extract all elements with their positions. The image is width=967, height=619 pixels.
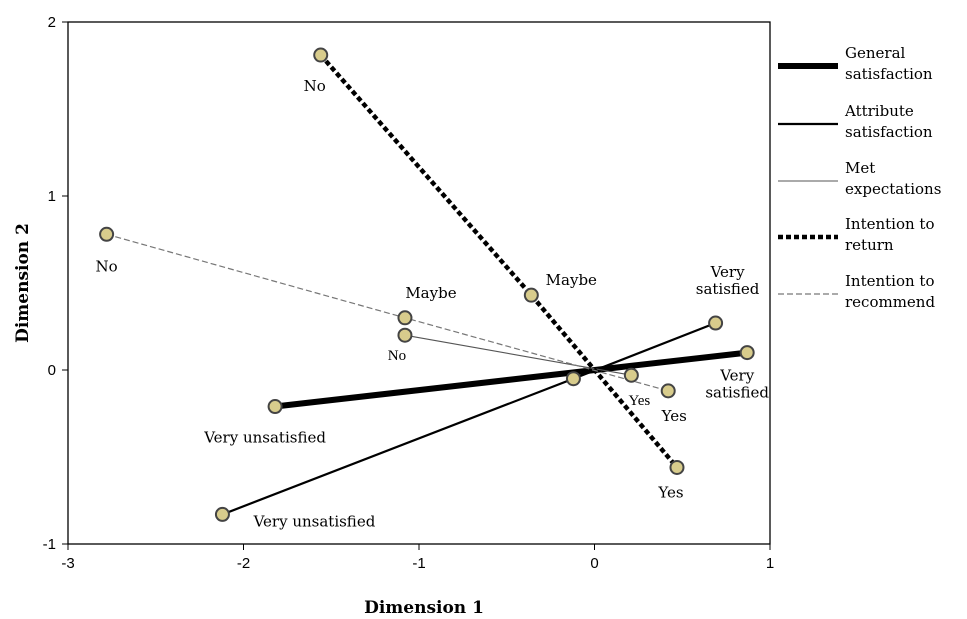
x-axis-title: Dimension 1 xyxy=(364,598,484,618)
data-points xyxy=(99,47,755,522)
legend-label: Attribute satisfaction xyxy=(844,102,933,141)
series-line-met-expectations xyxy=(404,334,632,376)
data-point xyxy=(397,327,413,343)
legend-label: Intention to return xyxy=(845,215,935,254)
data-point xyxy=(565,371,581,387)
legend-label-line: General xyxy=(845,44,906,62)
legend-label-line: Met xyxy=(845,159,875,177)
point-label: No xyxy=(304,77,326,95)
legend-label-line: return xyxy=(845,236,894,254)
point-label: Very unsatisfied xyxy=(203,429,326,447)
legend-label-line: Attribute xyxy=(844,102,914,120)
x-tick-label: -3 xyxy=(61,555,74,572)
point-label-line: satisfied xyxy=(696,280,760,298)
point-label: Very satisfied xyxy=(705,367,769,402)
legend-label-line: recommend xyxy=(845,293,935,311)
point-label: Yes xyxy=(657,483,683,501)
point-label-line: Very xyxy=(719,367,755,385)
point-label: Maybe xyxy=(405,284,456,302)
legend-label-line: Intention to xyxy=(845,215,935,233)
point-label: Yes xyxy=(628,393,650,409)
x-tick-label: -1 xyxy=(412,555,425,572)
x-tick-label: 1 xyxy=(766,555,774,572)
data-point xyxy=(669,459,685,475)
legend-label: Met expectations xyxy=(845,159,941,198)
data-point xyxy=(739,345,755,361)
legend: General satisfaction Attribute satisfaction… xyxy=(778,44,941,311)
legend-label-line: Intention to xyxy=(845,272,935,290)
point-label: No xyxy=(388,348,406,364)
data-point xyxy=(660,383,676,399)
x-tick-label: 0 xyxy=(590,555,598,572)
y-tick-label: -1 xyxy=(43,536,56,553)
data-point xyxy=(313,47,329,63)
series-line-intention-to-recommend xyxy=(106,233,669,392)
legend-label: General satisfaction xyxy=(845,44,933,83)
legend-label-line: satisfaction xyxy=(845,65,933,83)
point-label: Maybe xyxy=(546,271,597,289)
point-label: No xyxy=(96,257,118,275)
point-label: Yes xyxy=(661,407,687,425)
series-line-general-satisfaction xyxy=(274,349,748,410)
data-point xyxy=(523,287,539,303)
data-point xyxy=(99,226,115,242)
legend-label-line: expectations xyxy=(845,180,941,198)
point-label: Very satisfied xyxy=(696,263,760,298)
point-label: Very unsatisfied xyxy=(253,512,376,530)
data-point xyxy=(708,315,724,331)
legend-label-line: satisfaction xyxy=(845,123,933,141)
y-tick-label: 1 xyxy=(48,188,56,205)
data-point xyxy=(623,367,639,383)
legend-label: Intention to recommend xyxy=(845,272,935,311)
point-label-line: satisfied xyxy=(705,384,769,402)
x-tick-label: -2 xyxy=(237,555,250,572)
data-point xyxy=(267,399,283,415)
data-point xyxy=(397,310,413,326)
y-tick-label: 2 xyxy=(48,14,56,31)
series-line-attribute-satisfaction xyxy=(222,321,716,516)
series-line-intention-to-return xyxy=(319,53,679,469)
axes: -3 -2 -1 0 1 -1 0 1 2 xyxy=(43,14,775,572)
y-tick-label: 0 xyxy=(48,362,56,379)
y-axis-title: Dimension 2 xyxy=(13,223,33,343)
data-point xyxy=(214,506,230,522)
point-label-line: Very xyxy=(710,263,746,281)
